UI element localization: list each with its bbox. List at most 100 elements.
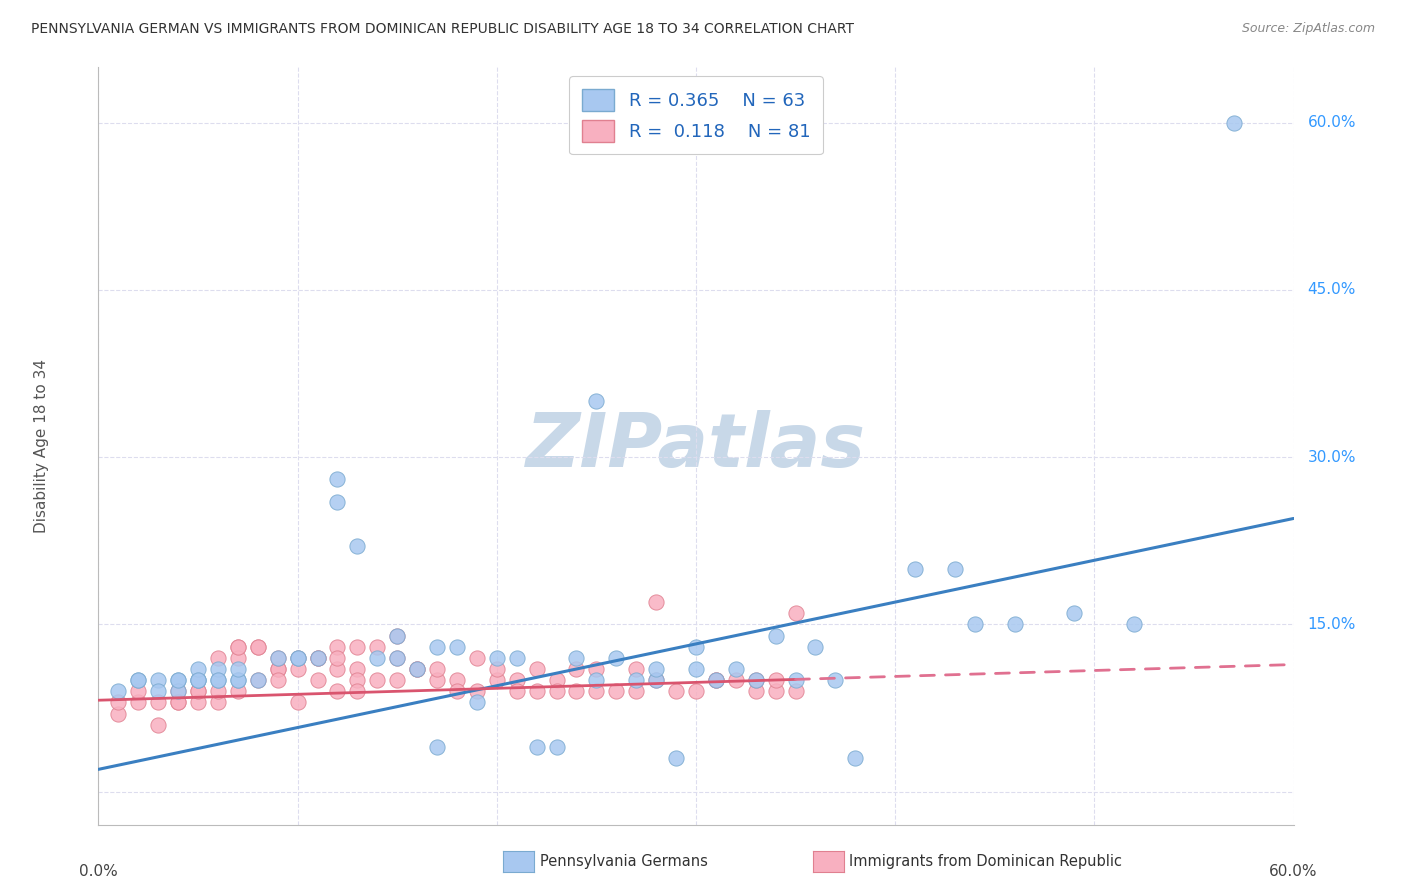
Point (785, 607, 807, 621)
Point (207, 651, 229, 665)
Point (287, 662, 309, 676)
Point (326, 651, 349, 665)
Point (724, 673, 747, 688)
Point (765, 628, 787, 642)
Point (704, 673, 727, 688)
Point (1223, 116, 1246, 130)
Point (207, 662, 229, 676)
Point (626, 684, 648, 698)
Point (187, 684, 209, 698)
Point (704, 673, 727, 688)
Point (167, 684, 190, 698)
Point (745, 684, 768, 698)
Point (187, 662, 209, 676)
Point (287, 651, 309, 665)
Point (366, 640, 388, 654)
Point (426, 640, 449, 654)
Point (506, 684, 529, 698)
Point (645, 673, 668, 688)
Point (366, 651, 388, 665)
Point (465, 696, 488, 710)
Point (546, 740, 568, 755)
Text: 60.0%: 60.0% (1270, 864, 1317, 880)
Point (207, 684, 229, 698)
Point (167, 673, 190, 688)
Point (366, 673, 388, 688)
Point (605, 684, 627, 698)
Point (645, 595, 668, 609)
Point (326, 640, 349, 654)
Point (267, 651, 290, 665)
Point (685, 662, 707, 676)
Point (645, 662, 668, 676)
Text: 30.0%: 30.0% (1308, 450, 1355, 465)
Point (346, 684, 368, 698)
Point (148, 684, 170, 698)
Point (785, 684, 807, 698)
Point (963, 617, 986, 632)
Point (385, 651, 409, 665)
Point (167, 684, 190, 698)
Point (626, 673, 648, 688)
Point (267, 662, 290, 676)
Point (426, 673, 449, 688)
Point (406, 662, 429, 676)
Point (187, 696, 209, 710)
Point (765, 673, 787, 688)
Point (406, 662, 429, 676)
Text: 60.0%: 60.0% (1308, 115, 1355, 130)
Point (167, 673, 190, 688)
Point (385, 628, 409, 642)
Point (167, 696, 190, 710)
Point (267, 673, 290, 688)
Point (246, 673, 269, 688)
Point (745, 673, 768, 688)
Point (226, 673, 249, 688)
Point (685, 684, 707, 698)
Point (207, 673, 229, 688)
Point (107, 684, 129, 698)
Point (148, 673, 170, 688)
Point (346, 640, 368, 654)
Point (207, 696, 229, 710)
Point (585, 673, 607, 688)
Point (745, 673, 768, 688)
Point (385, 651, 409, 665)
Point (226, 662, 249, 676)
Point (546, 684, 568, 698)
Point (526, 684, 548, 698)
Point (465, 651, 488, 665)
Point (685, 640, 707, 654)
Point (187, 684, 209, 698)
Point (127, 696, 149, 710)
Point (406, 662, 429, 676)
Point (326, 662, 349, 676)
Point (585, 662, 607, 676)
Text: 0.0%: 0.0% (79, 864, 118, 880)
Point (565, 684, 588, 698)
Point (346, 662, 368, 676)
Point (485, 673, 508, 688)
Point (385, 628, 409, 642)
Point (446, 673, 468, 688)
Point (187, 673, 209, 688)
Point (107, 706, 129, 721)
Point (226, 640, 249, 654)
Point (226, 640, 249, 654)
Point (187, 673, 209, 688)
Point (844, 751, 866, 765)
Point (287, 651, 309, 665)
Text: Pennsylvania Germans: Pennsylvania Germans (540, 855, 707, 869)
Point (585, 684, 607, 698)
Text: Disability Age 18 to 34: Disability Age 18 to 34 (34, 359, 49, 533)
Point (943, 562, 966, 576)
Point (426, 740, 449, 755)
Point (626, 662, 648, 676)
Point (1004, 617, 1026, 632)
Point (267, 662, 290, 676)
Point (665, 751, 688, 765)
Point (326, 684, 349, 698)
Text: Immigrants from Dominican Republic: Immigrants from Dominican Republic (849, 855, 1122, 869)
Text: ZIPatlas: ZIPatlas (526, 409, 866, 483)
Point (346, 539, 368, 553)
